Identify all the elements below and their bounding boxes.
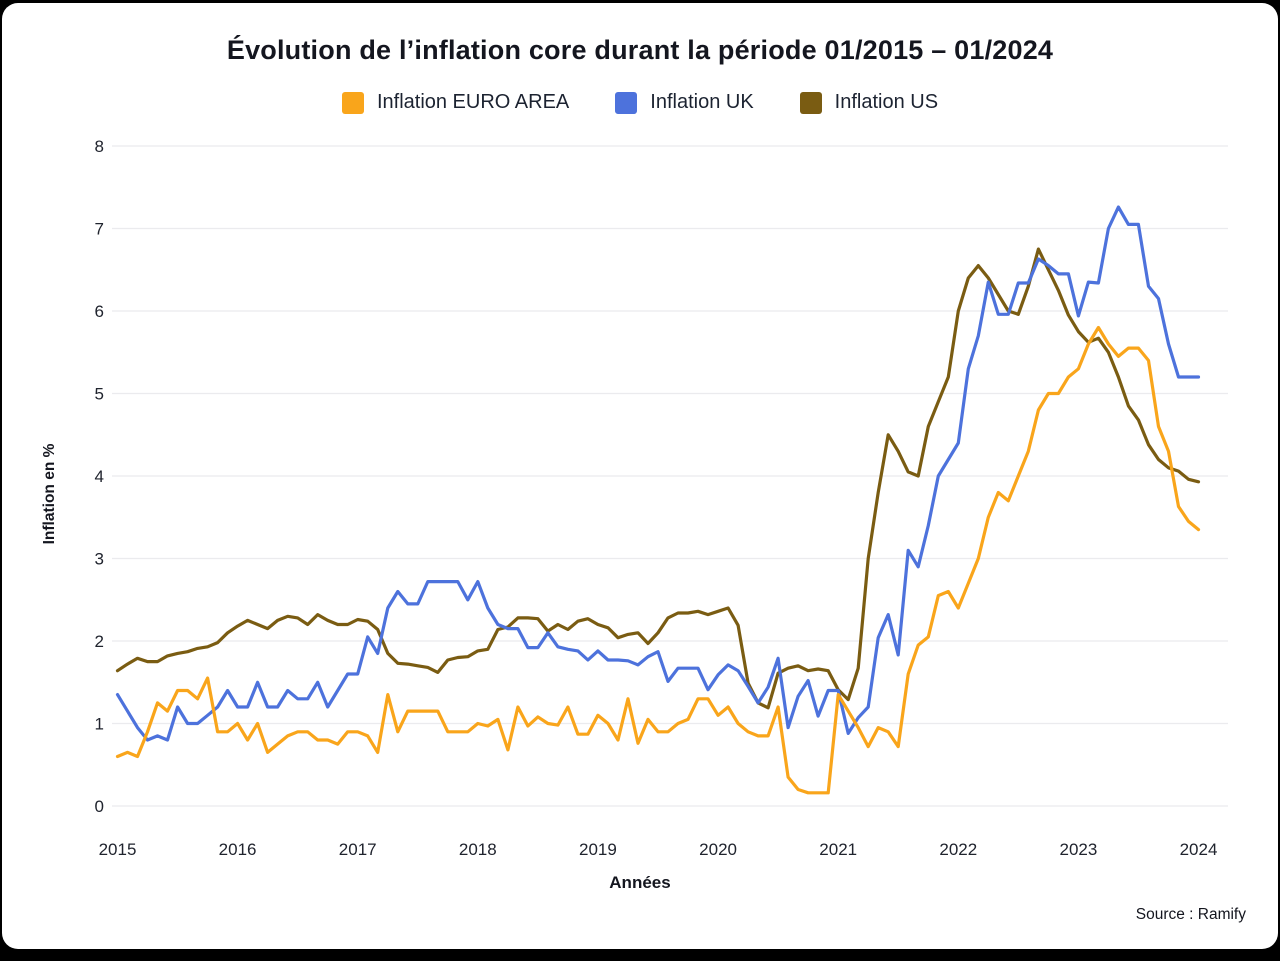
x-tick-label: 2024 (1180, 840, 1218, 859)
x-tick-label: 2023 (1059, 840, 1097, 859)
y-tick-label: 3 (95, 550, 104, 569)
line-inflation-us (115, 247, 1201, 710)
y-tick-label: 8 (95, 137, 104, 156)
chart-legend: Inflation EURO AREA Inflation UK Inflati… (2, 91, 1278, 114)
y-tick-label: 7 (95, 220, 104, 239)
line-inflation-uk (115, 205, 1201, 742)
x-tick-label: 2017 (339, 840, 377, 859)
legend-label-us: Inflation US (834, 91, 939, 113)
x-tick-label: 2018 (459, 840, 497, 859)
legend-swatch-uk-icon (615, 91, 638, 114)
legend-swatch-euro-area-icon (341, 91, 364, 114)
y-tick-label: 2 (95, 632, 104, 651)
legend-item-euro-area: Inflation EURO AREA (341, 91, 570, 114)
legend-swatch-us-icon (799, 91, 822, 114)
x-tick-label: 2016 (219, 840, 257, 859)
x-axis-title: Années (609, 873, 671, 892)
source-credit: Source : Ramify (1135, 906, 1246, 923)
y-tick-label: 6 (95, 302, 104, 321)
legend-item-uk: Inflation UK (615, 91, 754, 114)
legend-label-euro-area: Inflation EURO AREA (376, 91, 570, 113)
legend-item-us: Inflation US (799, 91, 939, 114)
y-tick-label: 5 (95, 385, 104, 404)
x-tick-label: 2020 (699, 840, 737, 859)
y-tick-label: 1 (95, 715, 104, 734)
line-inflation-euro-area (115, 325, 1201, 795)
y-axis-title: Inflation en % (41, 443, 58, 545)
legend-label-uk: Inflation UK (650, 91, 754, 113)
x-tick-label: 2019 (579, 840, 617, 859)
y-tick-label: 4 (95, 467, 104, 486)
x-tick-label: 2022 (939, 840, 977, 859)
chart-card: Évolution de l’inflation core durant la … (2, 3, 1278, 949)
x-tick-label: 2021 (819, 840, 857, 859)
y-tick-label: 0 (95, 797, 104, 816)
chart-title: Évolution de l’inflation core durant la … (226, 35, 1054, 65)
x-tick-label: 2015 (99, 840, 137, 859)
chart-plot-area: 0 1 2 3 4 5 6 7 8 2015 2016 2017 2018 2019 2020 2021 202… (95, 137, 1228, 859)
